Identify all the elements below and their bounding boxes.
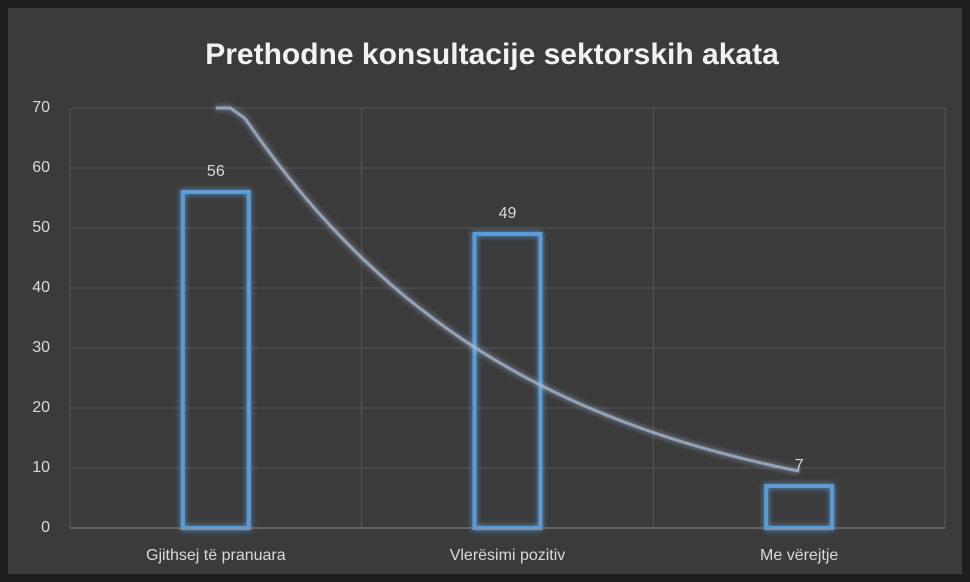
x-tick-label: Me vërejtje <box>760 547 838 564</box>
chart-title: Prethodne konsultacije sektorskih akata <box>205 38 779 71</box>
y-tick-label: 0 <box>41 519 50 536</box>
y-tick-label: 70 <box>32 99 50 116</box>
data-label: 49 <box>499 205 517 222</box>
x-tick-label: Gjithsej të pranuara <box>146 547 286 564</box>
y-tick-label: 10 <box>32 459 50 476</box>
y-tick-label: 60 <box>32 159 50 176</box>
y-tick-label: 50 <box>32 219 50 236</box>
y-tick-label: 40 <box>32 279 50 296</box>
chart-background <box>8 8 962 574</box>
y-tick-label: 30 <box>32 339 50 356</box>
data-label: 7 <box>795 457 804 474</box>
x-tick-label: Vlerësimi pozitiv <box>450 547 566 564</box>
trendline <box>215 106 800 473</box>
y-tick-label: 20 <box>32 399 50 416</box>
data-label: 56 <box>207 163 225 180</box>
